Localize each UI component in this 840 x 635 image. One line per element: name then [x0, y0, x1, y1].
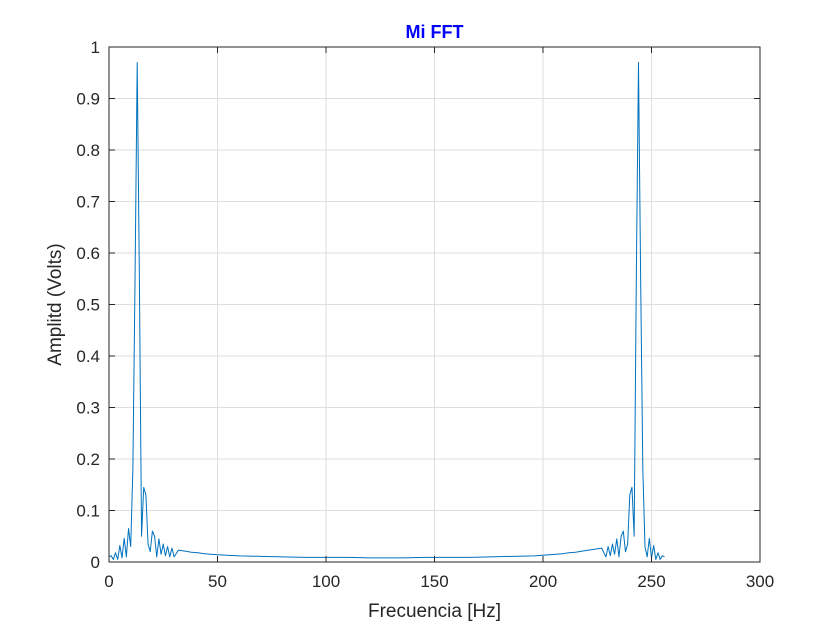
series-line: [108, 61, 665, 560]
x-tick-label: 300: [746, 572, 774, 591]
y-tick-label: 0.5: [76, 296, 100, 315]
y-tick-label: 0.1: [76, 502, 100, 521]
y-tick-label: 0.4: [76, 347, 100, 366]
chart-title: Mi FFT: [406, 22, 464, 42]
ticks: 0 50 100 150 200 250 300 0 0.1 0.2 0.3 0.4 0.5 0.6 0.7…: [76, 38, 774, 591]
x-tick-label: 250: [637, 572, 665, 591]
x-tick-label: 150: [420, 572, 448, 591]
y-tick-label: 0: [91, 553, 100, 572]
x-tick-label: 0: [104, 572, 113, 591]
data-layer: [108, 61, 665, 560]
y-tick-label: 0.9: [76, 90, 100, 109]
x-tick-label: 50: [208, 572, 227, 591]
x-tick-label: 200: [529, 572, 557, 591]
x-axis-label: Frecuencia [Hz]: [368, 601, 501, 622]
y-tick-label: 0.6: [76, 244, 100, 263]
y-tick-label: 1: [91, 38, 100, 57]
grid: [109, 47, 760, 562]
y-tick-label: 0.8: [76, 141, 100, 160]
y-tick-label: 0.7: [76, 193, 100, 212]
y-tick-label: 0.3: [76, 399, 100, 418]
y-tick-label: 0.2: [76, 450, 100, 469]
y-axis-label: Amplitd (Volts): [45, 243, 66, 365]
x-tick-label: 100: [312, 572, 340, 591]
